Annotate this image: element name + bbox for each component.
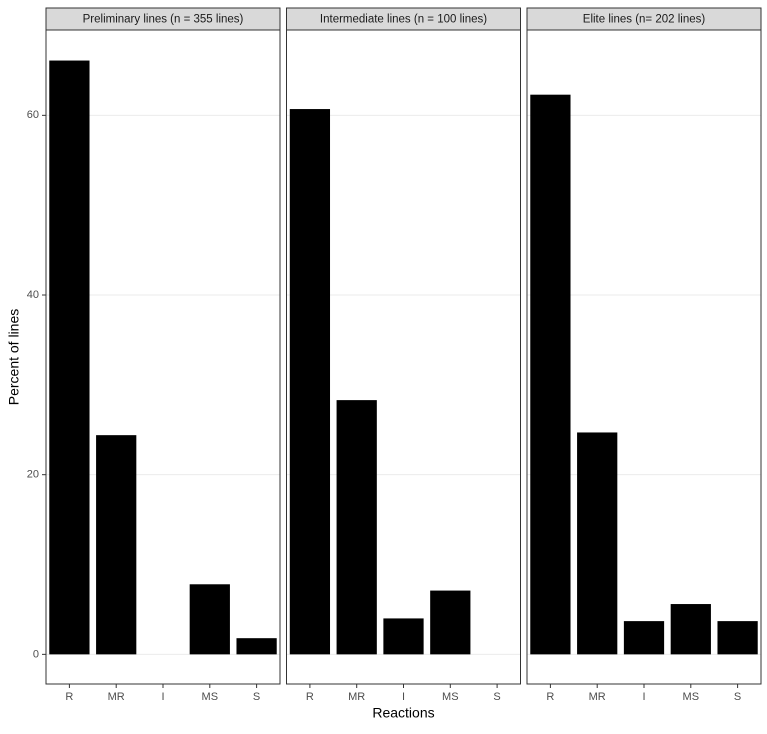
x-tick-label: S bbox=[253, 691, 260, 703]
bar bbox=[189, 584, 230, 655]
x-tick-label: MS bbox=[442, 691, 459, 703]
bar bbox=[236, 638, 277, 655]
bar bbox=[670, 604, 711, 655]
x-tick-label: MS bbox=[683, 691, 700, 703]
strip-text: Preliminary lines (n = 355 lines) bbox=[83, 14, 244, 26]
x-tick-label: S bbox=[734, 691, 741, 703]
strip bbox=[286, 7, 521, 31]
x-tick-label: R bbox=[65, 691, 73, 703]
strip-text: Intermediate lines (n = 100 lines) bbox=[320, 14, 487, 26]
bar bbox=[49, 60, 90, 655]
strip bbox=[526, 7, 762, 31]
x-tick-label: MR bbox=[589, 691, 606, 703]
x-tick-label: MR bbox=[348, 691, 365, 703]
y-tick-label: 40 bbox=[27, 289, 39, 301]
y-tick-label: 60 bbox=[27, 109, 39, 121]
bar bbox=[530, 94, 571, 655]
x-tick-label: S bbox=[493, 691, 500, 703]
bar bbox=[430, 590, 471, 655]
y-axis-title: Percent of lines bbox=[6, 309, 22, 406]
x-tick-label: I bbox=[161, 691, 164, 703]
y-tick-label: 0 bbox=[33, 648, 39, 660]
bar bbox=[383, 618, 424, 655]
strip-text: Elite lines (n= 202 lines) bbox=[583, 14, 706, 26]
x-tick-label: MR bbox=[108, 691, 125, 703]
bar bbox=[577, 432, 618, 655]
bar bbox=[623, 621, 665, 655]
x-tick-label: R bbox=[546, 691, 554, 703]
strip bbox=[45, 7, 281, 31]
y-tick-label: 20 bbox=[27, 469, 39, 481]
bar bbox=[717, 621, 758, 655]
x-tick-label: R bbox=[306, 691, 314, 703]
x-tick-label: I bbox=[402, 691, 405, 703]
bar bbox=[289, 109, 331, 655]
x-axis-title: Reactions bbox=[372, 705, 434, 721]
x-tick-label: MS bbox=[202, 691, 219, 703]
x-tick-label: I bbox=[642, 691, 645, 703]
bar bbox=[96, 435, 137, 655]
bar bbox=[336, 400, 377, 655]
